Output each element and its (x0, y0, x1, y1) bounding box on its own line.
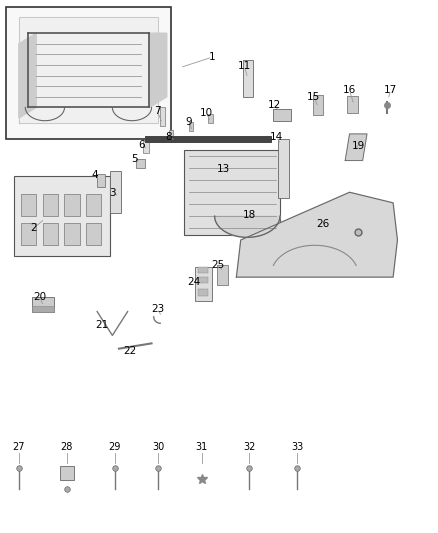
Text: 16: 16 (343, 85, 356, 95)
Bar (160, 108, 166, 126)
Text: 8: 8 (166, 132, 172, 142)
Bar (217, 265, 228, 285)
Bar (198, 266, 208, 273)
Bar (64, 194, 80, 216)
Bar (32, 306, 53, 312)
Bar (86, 223, 102, 245)
Text: 7: 7 (154, 106, 160, 116)
Text: 19: 19 (352, 141, 365, 151)
Bar (188, 122, 193, 131)
Text: 29: 29 (108, 442, 121, 452)
Text: 23: 23 (152, 304, 165, 314)
Text: 21: 21 (96, 320, 109, 330)
Text: 1: 1 (209, 52, 216, 62)
Text: 25: 25 (212, 260, 225, 270)
Text: 24: 24 (187, 277, 200, 287)
Bar (169, 130, 173, 139)
Text: 12: 12 (268, 100, 281, 110)
Text: 22: 22 (123, 346, 136, 357)
Text: 27: 27 (13, 442, 25, 452)
Text: 28: 28 (60, 442, 73, 452)
Bar (198, 277, 208, 284)
Text: 5: 5 (131, 154, 138, 164)
Bar (273, 109, 291, 120)
Text: 18: 18 (243, 210, 256, 220)
Text: 6: 6 (138, 140, 145, 150)
Text: 10: 10 (200, 108, 213, 118)
Bar (43, 194, 58, 216)
Text: 4: 4 (92, 171, 98, 180)
Polygon shape (19, 33, 36, 118)
Bar (208, 114, 213, 123)
Polygon shape (237, 192, 397, 277)
Bar (110, 171, 121, 214)
Bar (278, 139, 289, 198)
Text: 20: 20 (33, 292, 46, 302)
Bar (86, 194, 102, 216)
Bar (143, 141, 149, 152)
Text: 15: 15 (307, 92, 321, 102)
Bar (313, 95, 323, 115)
Text: 30: 30 (152, 442, 164, 452)
Bar (21, 223, 36, 245)
Bar (243, 60, 253, 97)
Bar (347, 96, 358, 113)
Text: 11: 11 (238, 61, 251, 71)
Text: 31: 31 (195, 442, 208, 452)
Polygon shape (19, 17, 158, 123)
Polygon shape (345, 134, 367, 160)
Text: 9: 9 (185, 117, 192, 127)
Bar (97, 174, 105, 187)
Text: 3: 3 (109, 188, 116, 198)
Polygon shape (149, 33, 167, 108)
Bar (136, 159, 145, 168)
Bar (6, 7, 171, 139)
Bar (21, 194, 36, 216)
Text: 32: 32 (243, 442, 256, 452)
Bar (198, 289, 208, 296)
Polygon shape (215, 216, 280, 237)
Text: 2: 2 (31, 223, 37, 233)
Bar (184, 150, 280, 235)
Bar (32, 297, 53, 312)
Text: 33: 33 (291, 442, 304, 452)
Text: 26: 26 (316, 219, 329, 229)
Text: 14: 14 (270, 132, 283, 142)
Text: 17: 17 (384, 85, 398, 95)
Bar (14, 176, 110, 256)
Bar (195, 266, 212, 301)
Bar (145, 135, 271, 142)
Text: 13: 13 (217, 165, 230, 174)
Bar (64, 223, 80, 245)
Bar (43, 223, 58, 245)
